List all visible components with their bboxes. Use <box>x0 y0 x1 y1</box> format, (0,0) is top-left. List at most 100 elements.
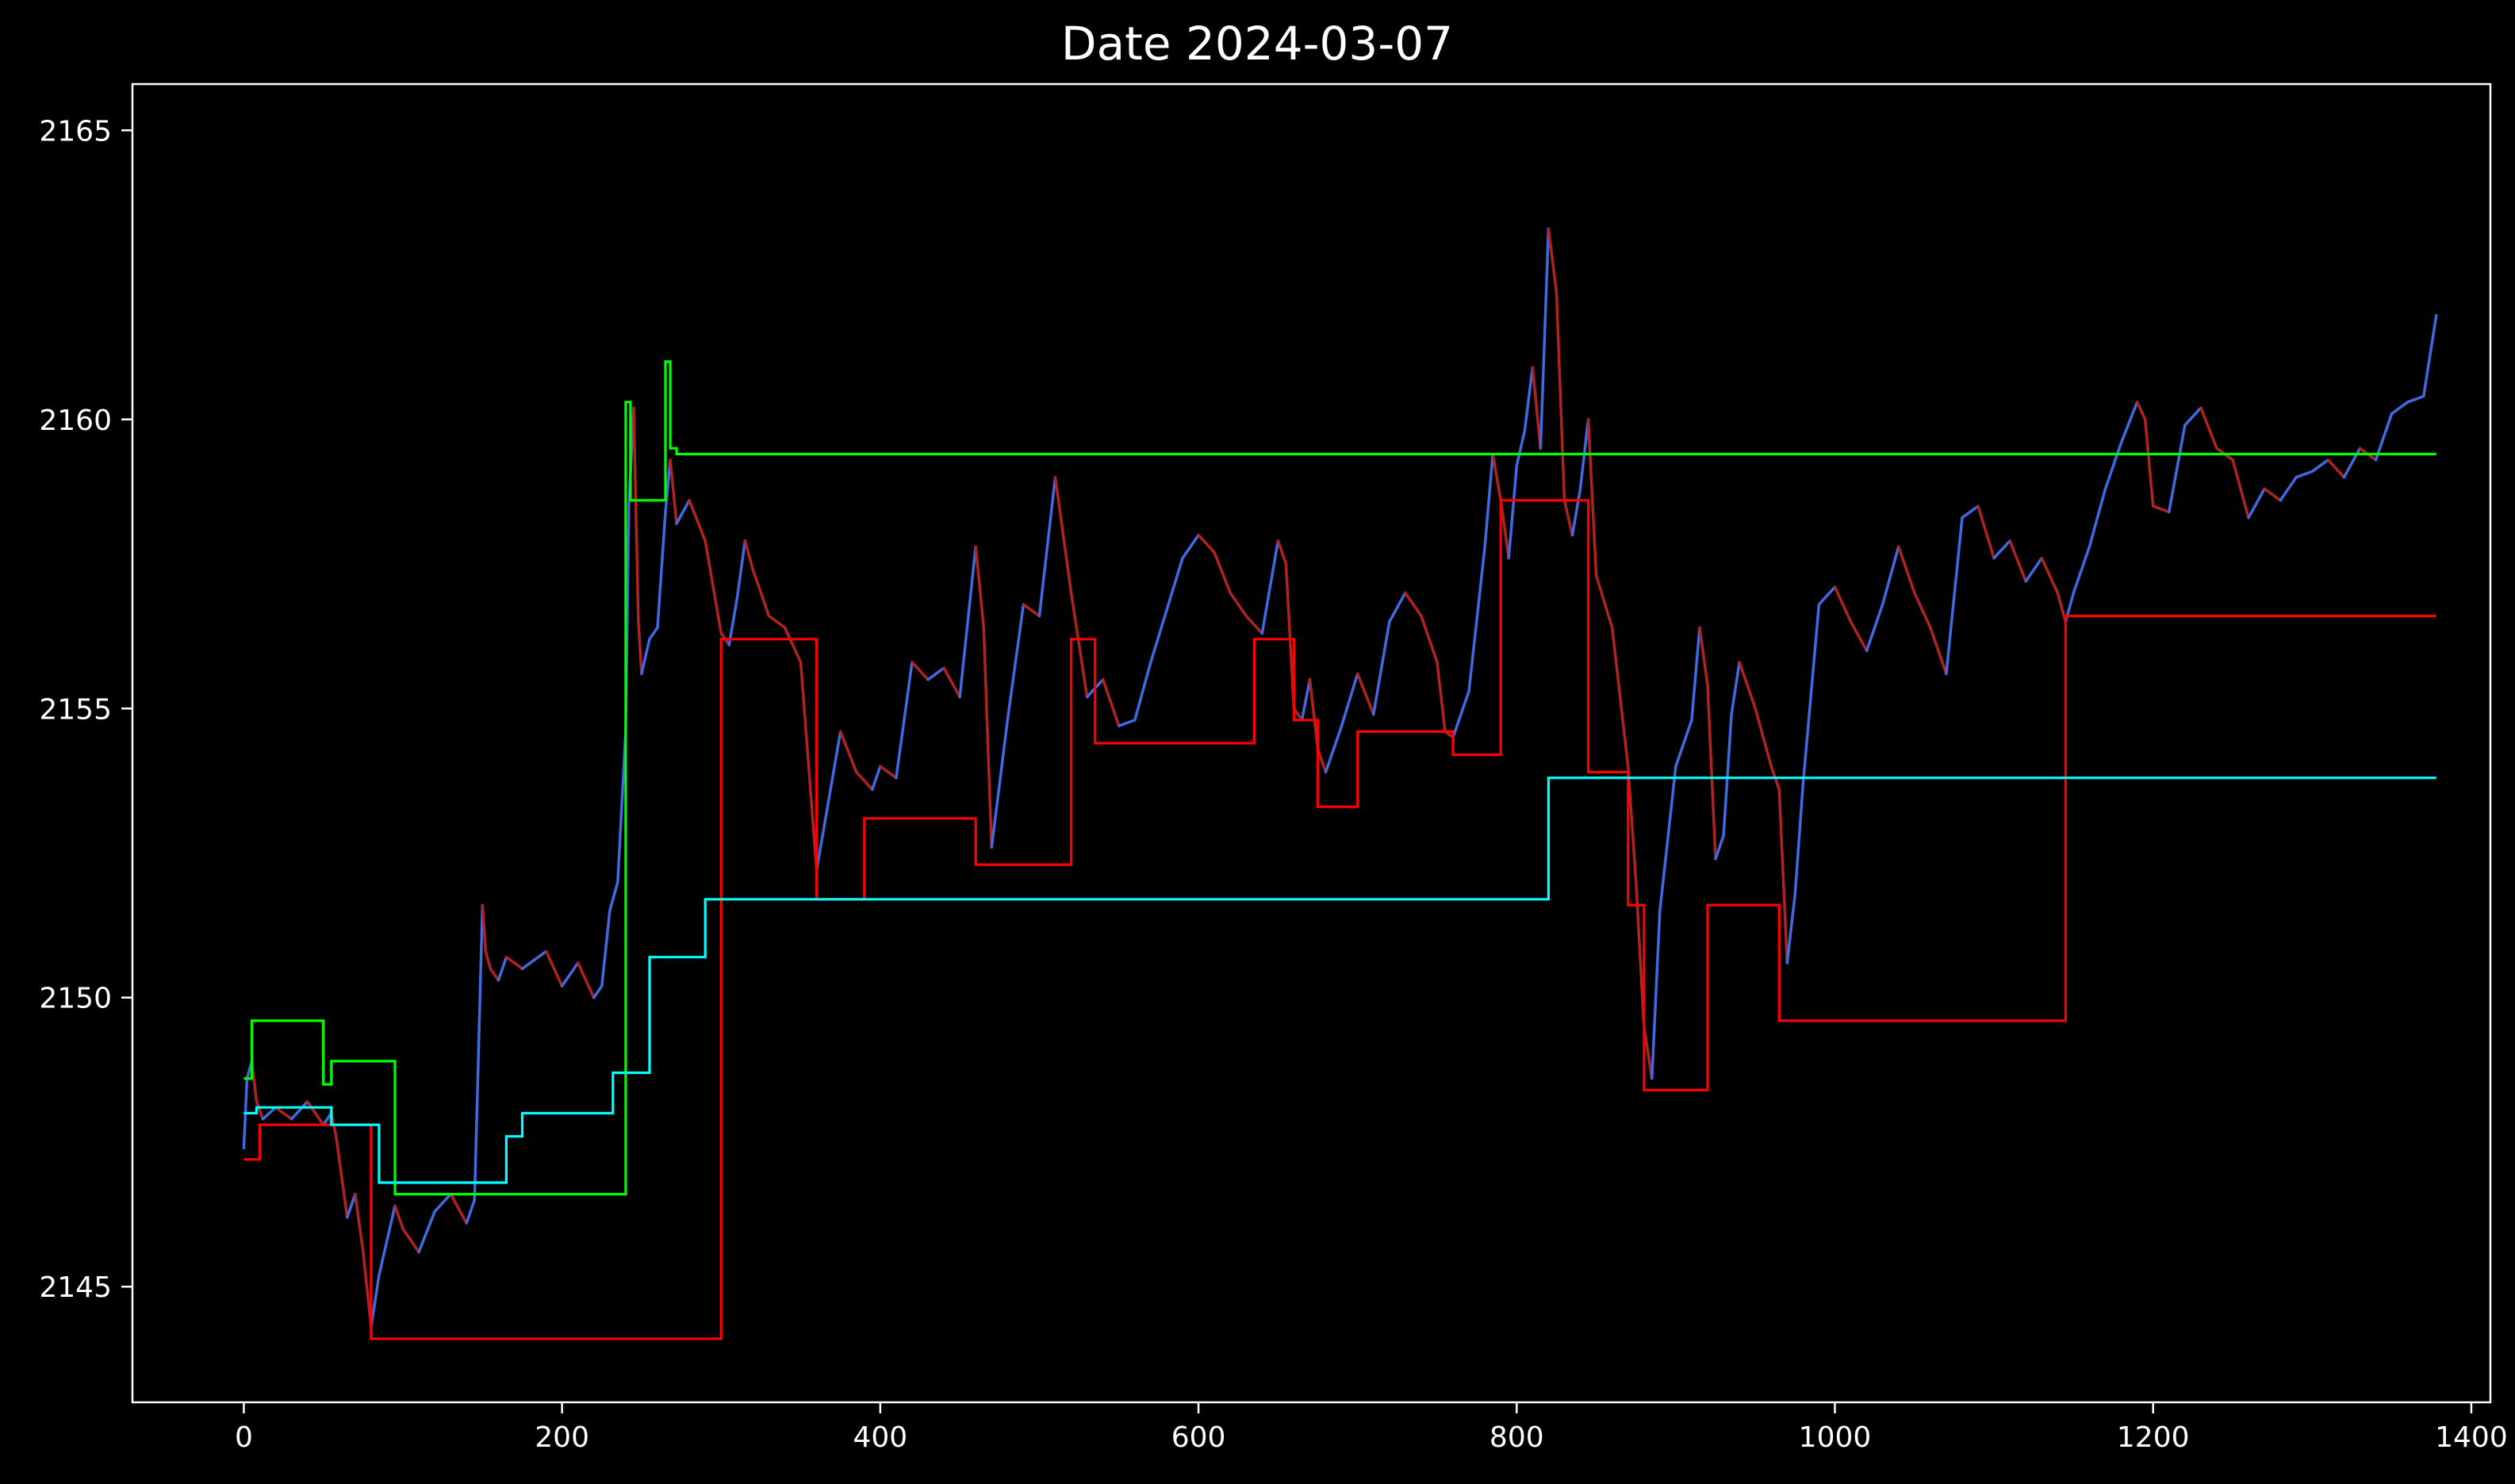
price-segment <box>640 638 651 676</box>
price-segment <box>335 1134 344 1184</box>
price-segment <box>1300 678 1312 722</box>
price-segment <box>1793 782 1805 895</box>
price-segment <box>926 666 945 681</box>
price-segment <box>2326 458 2346 479</box>
x-tick-label: 200 <box>535 1421 589 1454</box>
price-segment <box>1785 892 1797 964</box>
price-segment <box>465 1198 477 1225</box>
price-segment <box>354 1192 365 1254</box>
y-axis: 2145 2150 2155 2160 2165 <box>39 115 132 1304</box>
price-segment <box>1515 429 1527 467</box>
price-segment <box>751 568 771 618</box>
price-segment <box>1976 504 1996 560</box>
price-segment <box>496 955 508 982</box>
price-segment <box>1006 603 1026 722</box>
price-segment <box>1570 487 1582 537</box>
price-segment <box>1213 550 1232 595</box>
price-segment <box>648 626 659 641</box>
price-segment <box>974 545 985 629</box>
price-segment <box>799 661 819 872</box>
x-axis: 0 200 400 600 800 1000 1200 1400 <box>235 1402 2508 1454</box>
price-segment <box>1022 603 1041 618</box>
price-segment <box>2279 475 2298 502</box>
price-segment <box>2143 418 2155 508</box>
price-segment <box>484 949 493 971</box>
price-segment <box>1714 834 1725 861</box>
price-segment <box>1101 678 1121 727</box>
price-segment <box>855 770 874 792</box>
price-segment <box>982 626 994 849</box>
price-segment <box>1133 661 1152 722</box>
price-segment <box>321 1111 333 1126</box>
price-segment <box>1690 626 1701 722</box>
price-segment <box>1229 591 1248 618</box>
level-line-2 <box>243 360 2436 1196</box>
level-line-3 <box>243 777 2436 1184</box>
price-segment <box>1284 562 1296 711</box>
price-segment <box>1371 620 1391 716</box>
price-segment <box>255 1100 265 1121</box>
price-segment <box>608 880 619 913</box>
price-segment <box>473 903 485 1202</box>
price-segment <box>1531 366 1543 450</box>
x-tick-label: 0 <box>235 1421 253 1454</box>
price-segment <box>1523 366 1535 433</box>
price-segment <box>393 1204 404 1231</box>
price-segment <box>2024 556 2044 583</box>
price-segment <box>669 458 678 525</box>
price-segment <box>449 1192 469 1225</box>
price-segment <box>1594 573 1614 629</box>
price-segment <box>675 499 691 525</box>
y-tick-label: 2150 <box>39 983 112 1015</box>
price-segment <box>1992 539 2011 560</box>
level-line-1 <box>243 499 2436 1340</box>
price-segment <box>2088 487 2107 548</box>
price-segment <box>2072 545 2091 595</box>
price-segment <box>1507 464 1519 560</box>
price-segment <box>1037 475 1057 618</box>
y-tick-label: 2160 <box>39 405 112 437</box>
x-tick-label: 600 <box>1171 1421 1226 1454</box>
price-segment <box>305 1100 325 1126</box>
price-segment <box>2135 401 2147 421</box>
price-segment <box>1562 499 1574 537</box>
y-tick-label: 2145 <box>39 1271 112 1304</box>
price-segment <box>664 458 672 514</box>
price-segment <box>1053 475 1065 537</box>
price-segment <box>417 1210 436 1254</box>
price-segment <box>2421 313 2438 398</box>
price-segment <box>2374 412 2394 462</box>
price-segment <box>1945 516 1964 676</box>
price-segment <box>341 1181 349 1219</box>
price-segment <box>2183 406 2203 427</box>
x-tick-label: 800 <box>1489 1421 1544 1454</box>
price-segment <box>1292 707 1304 722</box>
price-segment <box>1181 533 1200 560</box>
price-segment <box>504 955 524 971</box>
price-segment <box>544 949 564 987</box>
price-segment <box>1260 539 1280 635</box>
price-segment <box>1643 1025 1654 1080</box>
price-segment <box>815 823 826 872</box>
price-segment <box>2151 504 2171 514</box>
price-segment <box>1165 556 1184 612</box>
price-segment <box>1929 626 1948 676</box>
price-segment <box>489 967 500 982</box>
price-segment <box>370 1273 381 1329</box>
price-segment <box>401 1227 420 1254</box>
plot-frame <box>131 82 2492 1404</box>
price-segment <box>656 510 667 629</box>
price-segment <box>990 719 1010 849</box>
chart-title: Date 2024-03-07 <box>1061 17 1453 71</box>
price-segment <box>1626 765 1638 884</box>
price-segment <box>895 661 914 780</box>
price-segment <box>1674 719 1693 768</box>
price-segment <box>1436 661 1447 734</box>
price-segment <box>1355 672 1375 716</box>
price-segment <box>385 1204 397 1242</box>
price-segment <box>362 1250 373 1329</box>
price-segment <box>1586 418 1598 577</box>
